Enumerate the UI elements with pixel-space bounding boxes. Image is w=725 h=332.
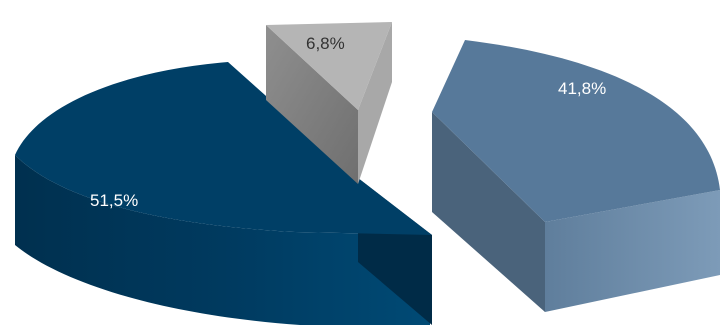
slice-label: 6,8%	[306, 34, 345, 53]
slice-41-8-top	[432, 40, 720, 222]
slice-41-8-inner-face	[432, 112, 545, 312]
slice-label: 51,5%	[90, 191, 138, 210]
slice-51-5-side	[15, 155, 430, 325]
slice-label: 41,8%	[558, 79, 606, 98]
slice-41-8: 41,8%	[432, 40, 720, 312]
slice-41-8-side	[545, 190, 720, 312]
slice-51-5: 51,5%	[15, 62, 432, 325]
slice-6-8-top	[266, 22, 392, 110]
slice-6-8-left-face	[266, 25, 358, 184]
slice-6-8-right-face	[358, 22, 392, 184]
slice-6-8: 6,8%	[266, 22, 392, 184]
slice-51-5-top	[15, 62, 432, 235]
